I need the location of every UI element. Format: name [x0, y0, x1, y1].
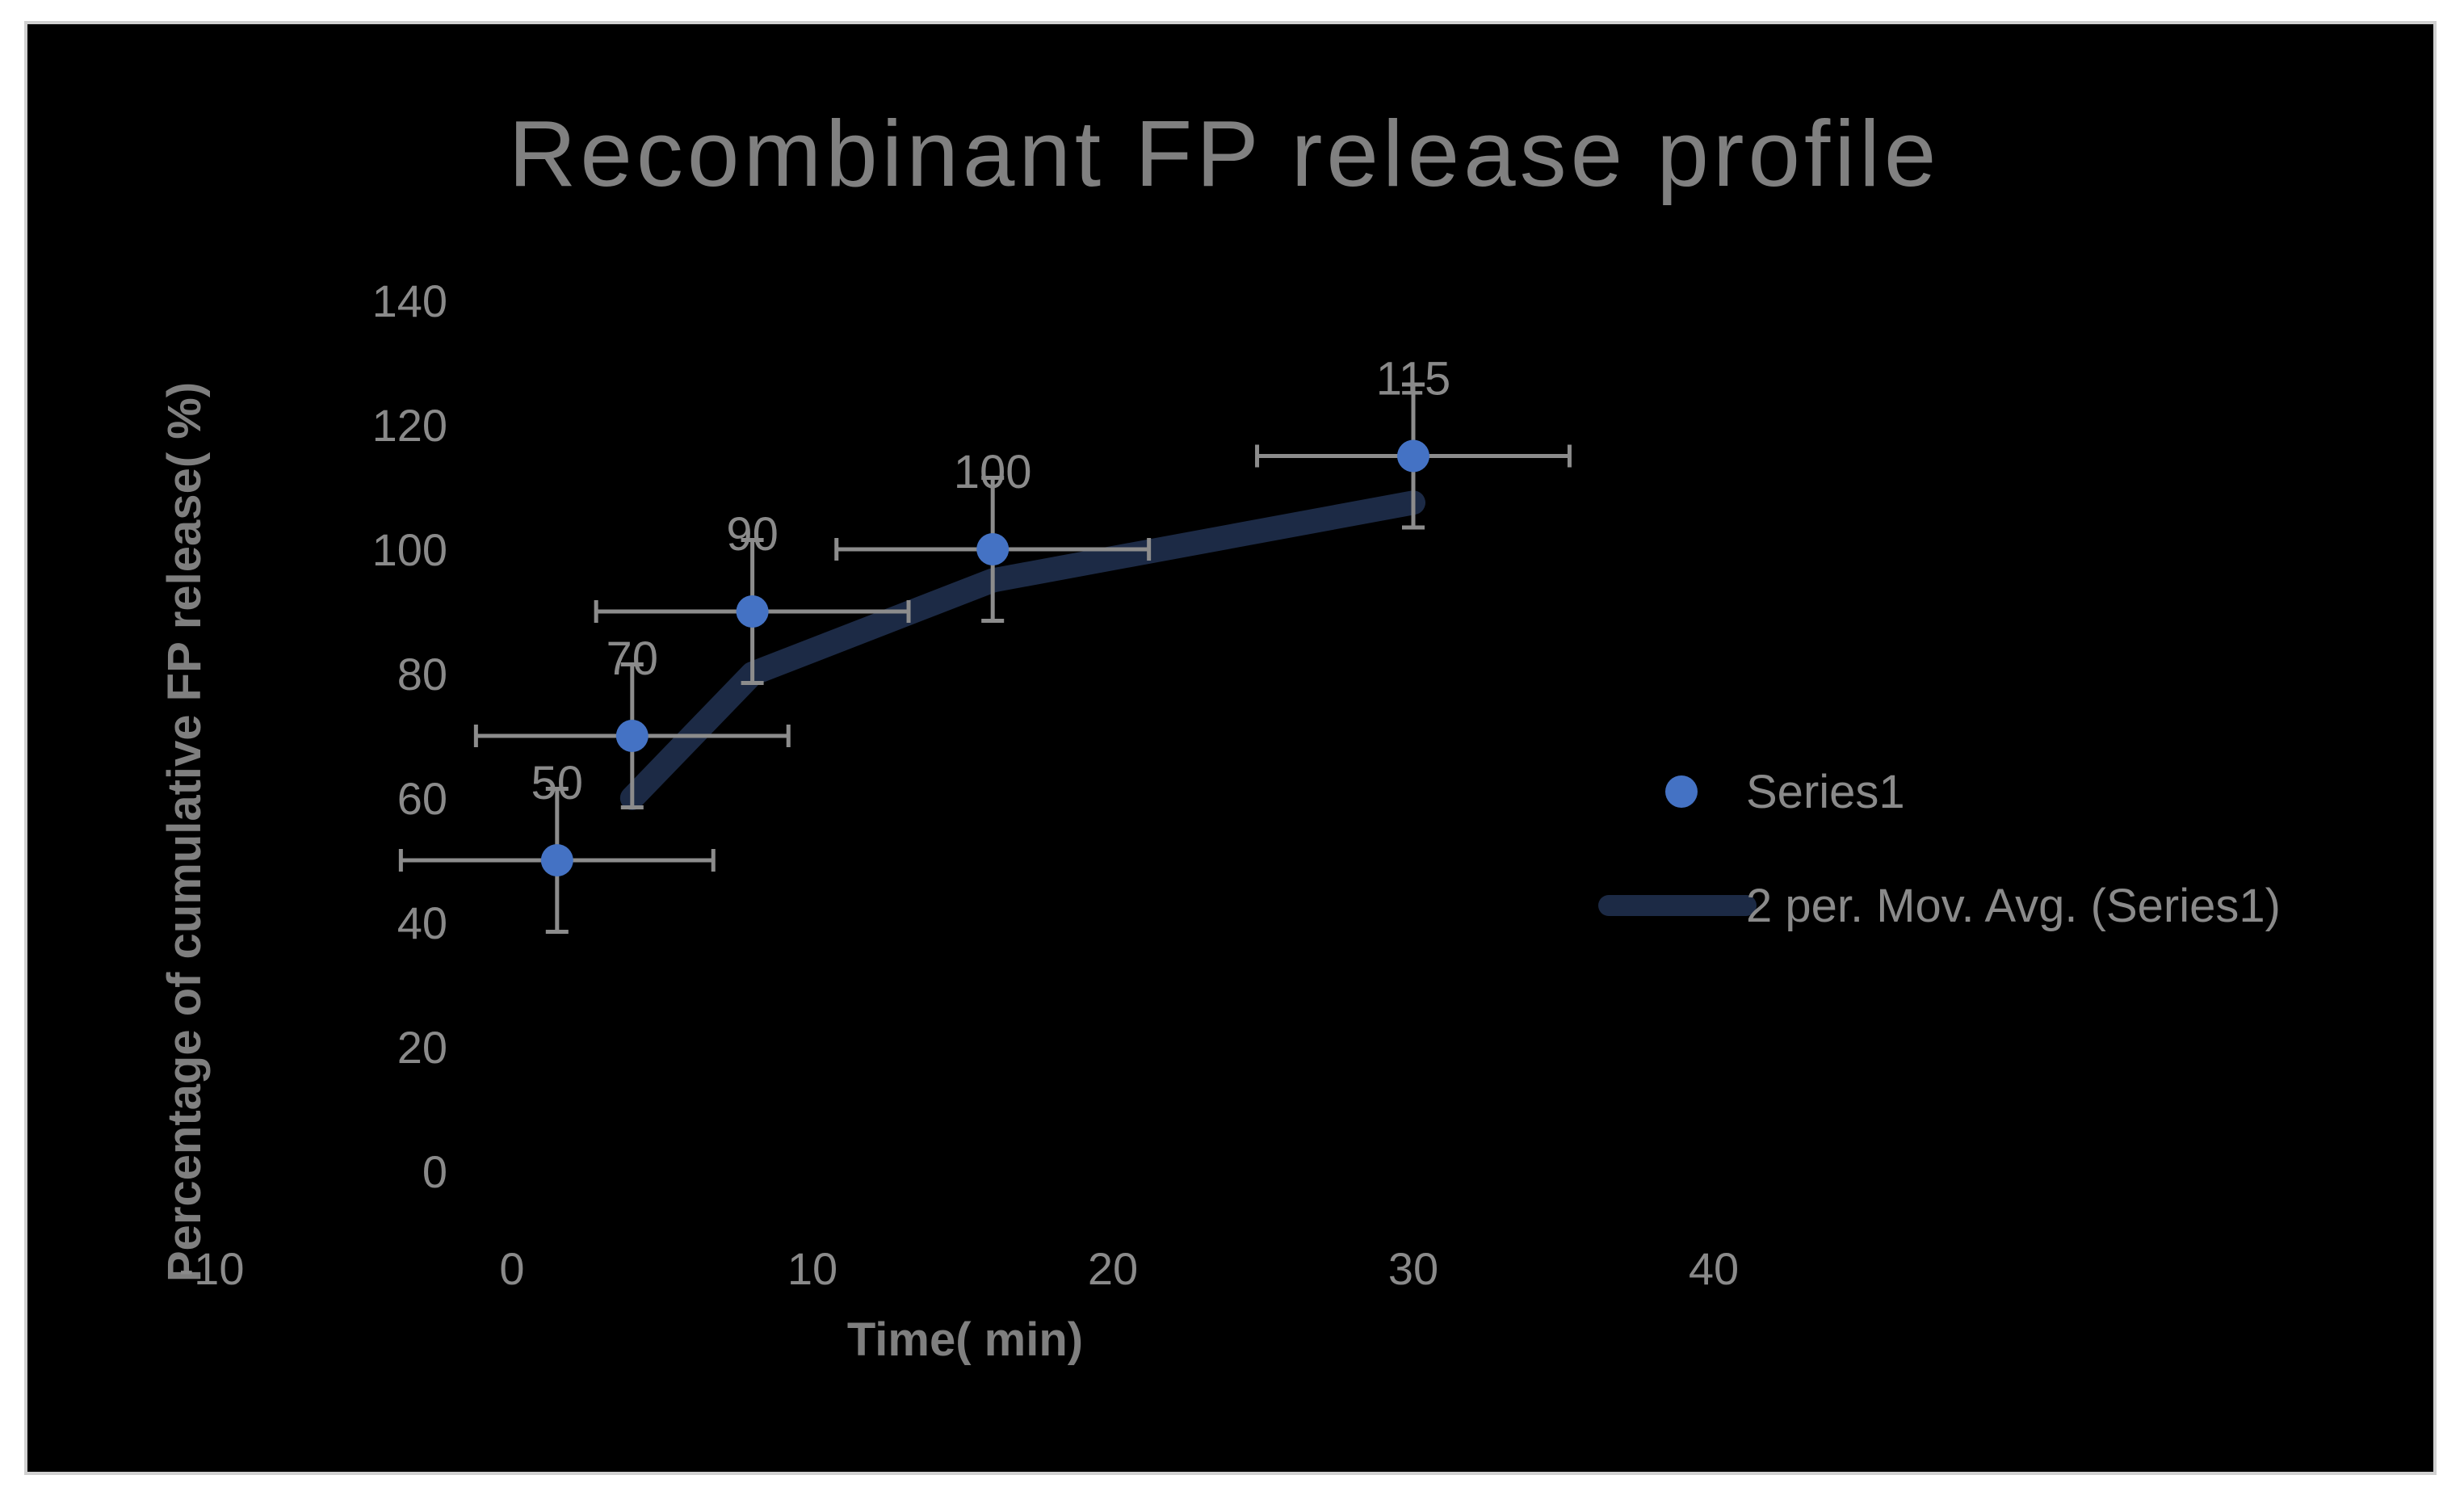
data-label: 50: [531, 757, 584, 809]
data-labels: 50 70 90 100 115: [531, 353, 1451, 810]
x-tick-label: 0: [499, 1243, 524, 1294]
data-point: [540, 844, 573, 876]
data-point: [976, 533, 1010, 565]
y-tick-label: 0: [422, 1146, 447, 1197]
data-label: 100: [954, 446, 1032, 498]
legend: Series1 2 per. Mov. Avg. (Series1): [1598, 766, 2281, 932]
y-tick-label: 20: [397, 1022, 447, 1073]
legend-label-series1: Series1: [1746, 766, 1905, 818]
data-points: [540, 439, 1429, 876]
data-label: 70: [607, 632, 659, 685]
y-axis-title: Percentage of cumulative FP release( %): [158, 382, 211, 1282]
chart-title: Recombinant FP release profile: [509, 101, 1941, 206]
legend-marker-series1: [1665, 775, 1698, 808]
data-point: [736, 595, 769, 628]
y-tick-label: 60: [397, 773, 447, 824]
y-tick-label: 120: [372, 400, 447, 451]
y-tick-label: 140: [372, 275, 447, 326]
x-axis-title: Time( min): [847, 1313, 1083, 1366]
chart-frame: Recombinant FP release profile Percentag…: [24, 21, 2437, 1475]
x-tick-label: 20: [1088, 1243, 1138, 1294]
y-tick-labels: 0 20 40 60 80 100 120 140: [372, 275, 447, 1197]
y-tick-label: 80: [397, 649, 447, 700]
data-point: [1397, 439, 1429, 473]
y-tick-label: 40: [397, 897, 447, 948]
x-tick-label: -10: [179, 1243, 245, 1294]
y-tick-label: 100: [372, 524, 447, 575]
data-label: 90: [726, 508, 779, 561]
chart-svg: Recombinant FP release profile Percentag…: [158, 101, 2281, 1366]
x-tick-label: 10: [787, 1243, 837, 1294]
legend-label-moving-average: 2 per. Mov. Avg. (Series1): [1746, 880, 2281, 932]
x-tick-labels: -10 0 10 20 30 40: [179, 1243, 1740, 1294]
data-label: 115: [1376, 353, 1450, 406]
data-point: [615, 720, 649, 752]
x-tick-label: 30: [1388, 1243, 1438, 1294]
x-tick-label: 40: [1689, 1243, 1739, 1294]
